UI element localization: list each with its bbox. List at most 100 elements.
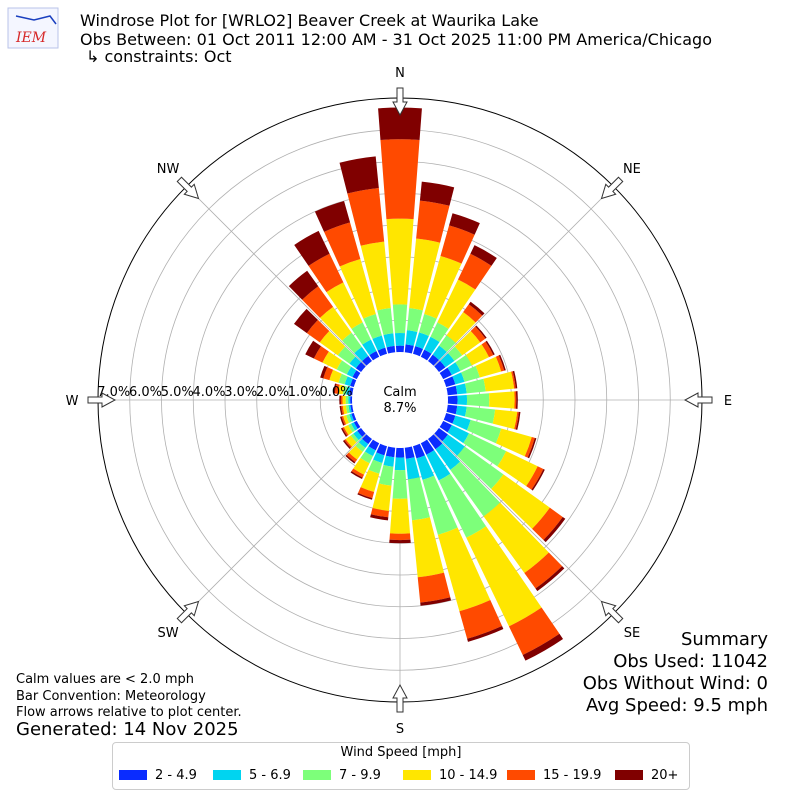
bar-segment-240-5	[341, 427, 348, 437]
bar-segment-340-3	[339, 259, 376, 319]
bar-segment-280-1	[345, 386, 351, 395]
logo-text: IEM	[15, 30, 47, 46]
legend-item-0: 2 - 4.9	[119, 767, 197, 783]
bar-segment-260-4	[341, 405, 345, 415]
iem-logo: IEM	[7, 7, 59, 49]
bar-segment-170-4	[417, 572, 451, 603]
bar-segment-130-4	[532, 507, 563, 540]
bar-segment-160-4	[459, 600, 503, 639]
bar-segment-50-2	[447, 346, 463, 361]
bar-segment-150-1	[426, 450, 451, 481]
bar-segment-80-5	[512, 370, 518, 389]
bar-segment-340-4	[324, 222, 361, 267]
compass-label-N: N	[395, 66, 405, 81]
chart-subtitle: Obs Between: 01 Oct 2011 12:00 AM - 31 O…	[80, 30, 712, 49]
bar-segment-10-3	[409, 238, 441, 311]
bar-segment-190-2	[378, 464, 394, 486]
bar-segment-270-0	[350, 396, 353, 404]
bar-segment-20-2	[419, 314, 437, 336]
bar-segment-150-0	[420, 439, 435, 455]
bar-segment-120-5	[531, 469, 545, 491]
summary-avg-speed: Avg Speed: 9.5 mph	[586, 695, 768, 716]
bar-segment-10-4	[416, 200, 450, 243]
bar-segment-110-4	[524, 437, 535, 458]
bar-segment-180-1	[394, 457, 406, 471]
bar-segment-340-2	[363, 314, 382, 339]
bar-segment-240-2	[348, 423, 356, 433]
bar-segment-150-2	[438, 473, 487, 538]
bar-segment-320-0	[362, 355, 372, 366]
summary-obs-without-wind: Obs Without Wind: 0	[582, 673, 768, 694]
bar-segment-350-3	[360, 241, 391, 311]
bar-segment-10-0	[404, 344, 414, 354]
bar-segment-10-2	[406, 308, 423, 332]
bar-segment-120-0	[439, 420, 452, 433]
bar-segment-120-3	[497, 451, 538, 487]
radial-tick-label: 6.0%	[129, 385, 162, 400]
bar-segment-280-4	[334, 383, 340, 394]
bar-segment-310-1	[349, 356, 362, 369]
bar-segment-20-1	[415, 332, 429, 350]
legend-swatch	[213, 770, 241, 780]
bar-segment-70-5	[498, 354, 506, 371]
flow-arrow-SW	[176, 600, 200, 624]
bar-segment-40-5	[468, 301, 485, 316]
bar-segment-110-2	[466, 419, 502, 444]
bar-segment-120-1	[447, 424, 469, 444]
compass-label-E: E	[724, 394, 732, 409]
bar-segment-310-3	[319, 330, 346, 356]
bar-segment-90-3	[489, 391, 515, 409]
bar-segment-40-4	[463, 304, 483, 323]
flow-arrows	[87, 87, 713, 713]
bar-segment-70-4	[495, 355, 505, 372]
bar-segment-50-5	[475, 325, 487, 339]
bar-segment-270-4	[340, 395, 343, 405]
bar-segment-180-4	[389, 533, 411, 541]
legend-label: 2 - 4.9	[155, 767, 197, 783]
bar-segment-330-0	[369, 351, 380, 361]
legend-label: 15 - 19.9	[543, 767, 602, 783]
bar-segment-60-1	[447, 362, 461, 376]
bar-segment-350-2	[377, 308, 394, 336]
generated-date: Generated: 14 Nov 2025	[16, 719, 239, 740]
bar-segment-110-0	[443, 412, 456, 424]
bar-segment-230-4	[344, 439, 353, 448]
bar-segment-80-4	[511, 371, 516, 389]
flow-arrow-SE	[600, 600, 624, 624]
bar-segment-30-5	[470, 245, 497, 266]
bar-segment-310-2	[337, 346, 356, 364]
legend-label: 5 - 6.9	[249, 767, 291, 783]
radial-tick-label: 4.0%	[192, 385, 225, 400]
bar-segment-70-1	[452, 372, 465, 385]
bar-segment-260-5	[339, 405, 343, 415]
bar-segment-90-0	[447, 395, 458, 405]
bar-segment-200-1	[373, 452, 385, 464]
bar-segment-60-2	[455, 355, 472, 371]
bar-segment-240-4	[342, 427, 349, 436]
bar-segment-140-5	[535, 566, 565, 592]
bar-segment-270-2	[345, 395, 349, 405]
legend-item-2: 7 - 9.9	[303, 767, 381, 783]
bar-segment-120-2	[463, 433, 507, 467]
bar-segment-270-3	[342, 395, 346, 405]
bar-segment-250-1	[349, 413, 354, 422]
bar-segment-250-2	[346, 414, 352, 424]
bar-segment-140-0	[428, 434, 443, 450]
bar-segment-220-1	[358, 438, 369, 449]
bar-segment-30-0	[420, 349, 432, 361]
bar-segment-20-3	[424, 255, 462, 319]
flow-arrow-NW	[176, 176, 200, 200]
bar-segment-200-5	[357, 492, 373, 500]
bar-segment-220-5	[345, 454, 356, 464]
summary-title: Summary	[681, 629, 768, 650]
bar-segment-110-5	[527, 437, 537, 459]
calm-value: 8.7%	[383, 401, 416, 416]
bar-segment-40-1	[432, 345, 447, 360]
bar-segment-170-2	[407, 477, 430, 521]
bar-segment-0-3	[386, 218, 414, 305]
bar-segment-340-1	[372, 335, 386, 351]
legend-label: 10 - 14.9	[439, 767, 498, 783]
legend-swatch	[615, 770, 643, 780]
bar-segment-300-4	[313, 346, 329, 363]
